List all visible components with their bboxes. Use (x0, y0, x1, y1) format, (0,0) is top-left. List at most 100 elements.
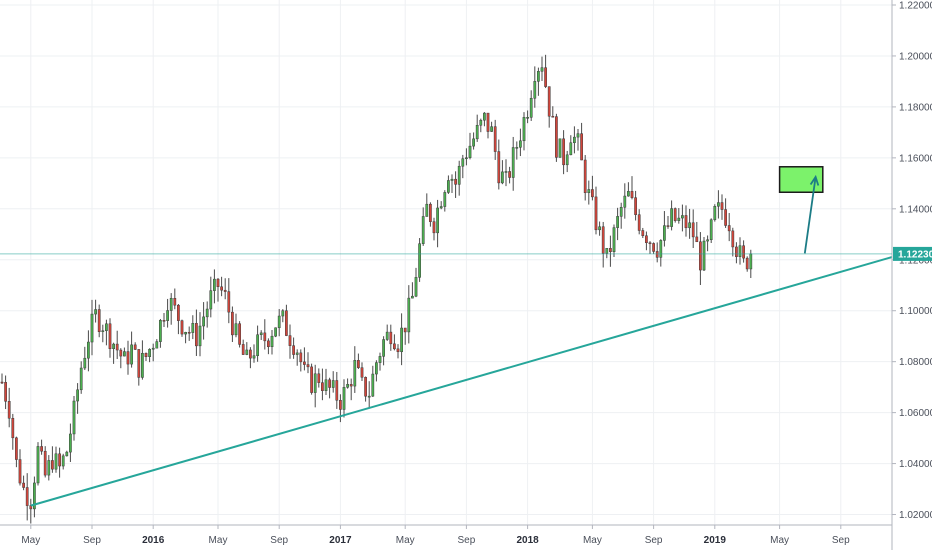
candle-up (245, 349, 249, 355)
candle-up (472, 138, 475, 147)
candle-down (727, 225, 731, 232)
candle-down (429, 203, 432, 222)
candle-up (537, 71, 540, 82)
time-tick-label: 2016 (142, 535, 165, 546)
candle-down (195, 323, 198, 347)
candle-up (72, 400, 76, 435)
candle-up (205, 308, 209, 318)
candle-down (634, 197, 637, 215)
candle-up (706, 239, 709, 242)
price-tick-label: 1.06000 (899, 408, 932, 419)
candle-down (673, 208, 677, 221)
candle-down (562, 138, 565, 166)
candle-down (216, 278, 220, 288)
candle-down (591, 189, 594, 198)
candle-up (382, 339, 385, 357)
candle-up (342, 387, 346, 410)
candle-down (745, 257, 749, 270)
candle-down (43, 450, 47, 476)
candle-up (465, 157, 468, 160)
candle-down (11, 418, 15, 439)
candle-down (328, 379, 331, 388)
candle-down (292, 345, 295, 355)
drawing-annotations[interactable] (30, 166, 903, 507)
candle-down (555, 116, 558, 158)
candle-up (663, 225, 666, 241)
candle-down (724, 209, 727, 226)
price-axis[interactable]: 1.220001.200001.180001.160001.140001.120… (891, 0, 932, 550)
projection-arrow-head[interactable] (809, 174, 820, 186)
candle-up (749, 253, 753, 270)
candle-up (105, 323, 108, 331)
candle-down (126, 351, 130, 365)
candle-down (267, 340, 270, 348)
candle-up (565, 154, 569, 166)
candle-down (133, 344, 137, 350)
price-tick-label: 1.20000 (899, 51, 932, 62)
candle-up (587, 189, 591, 194)
candle-down (389, 331, 393, 345)
candle-down (493, 126, 497, 152)
candle-down (263, 332, 267, 342)
candle-up (681, 215, 684, 219)
candle-up (616, 216, 619, 228)
candle-down (51, 460, 54, 470)
candle-down (432, 221, 436, 234)
candle-up (234, 323, 238, 336)
candle-down (684, 215, 688, 229)
candle-up (313, 373, 317, 393)
candle-down (735, 246, 738, 257)
candle-down (544, 67, 547, 87)
candle-up (450, 178, 454, 181)
candle-up (141, 352, 144, 378)
chart-grid (0, 0, 892, 525)
candle-up (436, 207, 439, 234)
candle-up (414, 277, 418, 297)
candle-down (364, 377, 367, 397)
price-tick-label: 1.02000 (899, 510, 932, 521)
candle-up (166, 310, 169, 321)
trendline[interactable] (30, 253, 903, 507)
candle-up (198, 325, 202, 347)
candle-down (666, 225, 670, 227)
candle-up (688, 222, 691, 229)
candle-down (4, 382, 7, 402)
candle-down (299, 352, 303, 363)
candle-up (461, 158, 465, 167)
candle-up (346, 384, 349, 388)
candle-up (738, 245, 742, 257)
candle-down (360, 367, 364, 378)
candle-up (371, 373, 375, 397)
time-tick-label: May (396, 535, 415, 546)
last-price-label: 1.12230 (898, 249, 932, 260)
candle-up (468, 145, 472, 158)
price-tick-label: 1.22000 (899, 1, 932, 12)
candle-down (173, 298, 177, 306)
time-tick-label: Sep (645, 535, 663, 546)
candle-up (159, 320, 162, 342)
candle-up (511, 147, 515, 178)
price-tick-label: 1.10000 (899, 306, 932, 317)
candle-up (112, 343, 115, 350)
candle-down (742, 245, 745, 259)
time-tick-label: Sep (270, 535, 288, 546)
candle-up (130, 344, 133, 365)
time-axis[interactable]: May Sep 2016 May Sep 2017 May Sep 2018 May Sep 2019… (0, 524, 892, 546)
candle-up (612, 227, 616, 252)
candle-up (407, 297, 411, 333)
candle-up (605, 248, 609, 254)
candle-down (180, 320, 184, 335)
candle-up (421, 216, 425, 244)
projection-arrow-line[interactable] (803, 176, 817, 254)
candle-up (47, 460, 51, 476)
candle-down (699, 241, 702, 271)
candle-down (652, 243, 655, 252)
candle-down (396, 348, 400, 353)
candle-down (115, 343, 119, 351)
price-tick-label: 1.14000 (899, 204, 932, 215)
candle-down (645, 235, 648, 244)
candle-up (375, 362, 378, 375)
time-tick-label: May (209, 535, 228, 546)
candle-up (76, 389, 79, 402)
